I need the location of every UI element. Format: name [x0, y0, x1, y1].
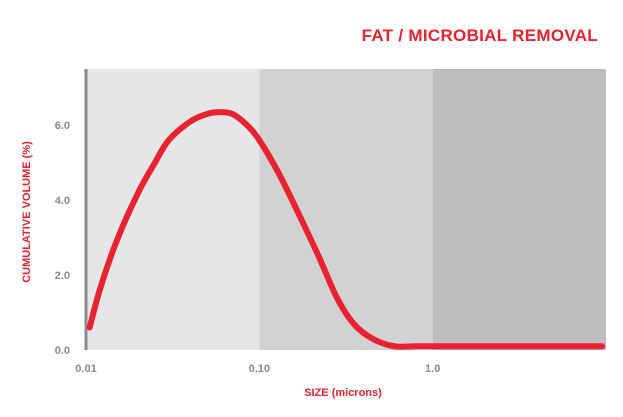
shaded-band-3 [432, 69, 606, 350]
x-tick-labels: 0.01 0.10 1.0 [75, 363, 440, 375]
y-tick-label: 6.0 [55, 120, 70, 132]
x-axis-label: SIZE (microns) [304, 387, 382, 399]
x-tick-label: 1.0 [425, 363, 440, 375]
x-tick-label: 0.10 [249, 363, 270, 375]
x-tick-label: 0.01 [75, 363, 96, 375]
shaded-band-2 [259, 69, 433, 350]
y-tick-label: 2.0 [55, 270, 70, 282]
series-line-1 [86, 109, 606, 350]
y-tick-label: 0.0 [55, 345, 70, 357]
y-tick-labels: 0.0 2.0 4.0 6.0 [55, 120, 70, 357]
y-axis-label: CUMULATIVE VOLUME (%) [21, 141, 33, 283]
series-group [86, 109, 606, 350]
y-tick-label: 4.0 [55, 195, 70, 207]
chart-title: FAT / MICROBIAL REMOVAL [362, 26, 598, 45]
